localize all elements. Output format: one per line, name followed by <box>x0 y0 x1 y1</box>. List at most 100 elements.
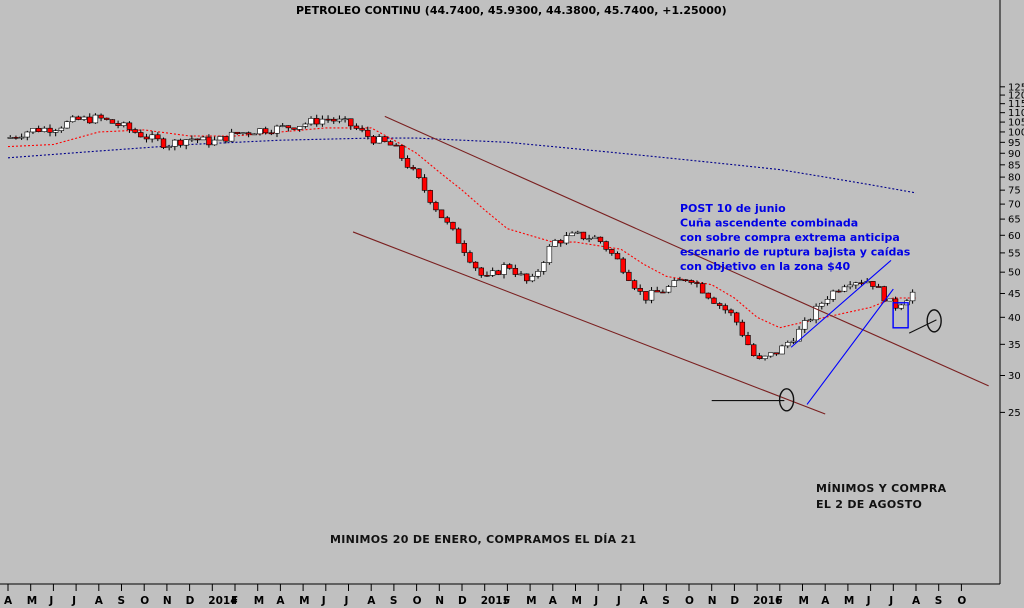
annotation-agosto-line: EL 2 DE AGOSTO <box>816 498 922 511</box>
candle-body <box>172 139 178 147</box>
x-tick-label: J <box>71 595 76 607</box>
x-tick-label: J <box>866 595 871 607</box>
candle-body <box>41 127 48 132</box>
candle-body <box>35 128 42 132</box>
candle-body <box>858 282 865 285</box>
note-line: con sobre compra extrema anticipa <box>680 231 900 244</box>
candle-body <box>166 146 172 148</box>
candle-body <box>359 128 365 131</box>
pointer-agosto-line <box>908 319 937 334</box>
candle-body <box>444 217 450 223</box>
upper-channel-line <box>384 115 989 387</box>
candle-body <box>183 139 189 146</box>
candle-body <box>64 121 70 129</box>
chart-title: PETROLEO CONTINU (44.7400, 45.9300, 44.3… <box>296 4 727 17</box>
note-line: con objetivo en la zona $40 <box>680 260 850 273</box>
ma50-line-group <box>7 127 916 329</box>
candle-body <box>348 118 354 127</box>
x-tick-label: F <box>776 595 783 607</box>
candle-body <box>563 235 570 244</box>
candle-body <box>132 129 138 133</box>
y-tick-label: 45 <box>1008 289 1021 300</box>
candle-body <box>404 158 411 168</box>
candle-body <box>830 290 836 300</box>
y-tick-label: 120 <box>1008 91 1024 102</box>
candle-body <box>597 236 604 242</box>
candle-body <box>461 242 467 253</box>
x-tick-label: J <box>48 595 53 607</box>
candle-body <box>853 282 859 286</box>
candle-body <box>257 128 263 135</box>
candle-body <box>569 232 575 237</box>
candle-body <box>898 304 904 309</box>
trendlines-group <box>352 115 989 415</box>
x-tick-label: 2016 <box>753 595 782 607</box>
x-tick-label: A <box>4 595 13 607</box>
candle-body <box>756 355 763 359</box>
candle-body <box>489 270 496 276</box>
x-tick-label: M <box>254 595 264 607</box>
x-tick-label: A <box>276 595 285 607</box>
analysis-note: POST 10 de junio Cuña ascendente combinad… <box>680 202 911 273</box>
x-tick-label: J <box>888 595 893 607</box>
candle-body <box>541 262 547 272</box>
candle-body <box>336 118 343 122</box>
candle-body <box>302 123 309 127</box>
candle-body <box>586 238 592 241</box>
candle-body <box>268 132 275 135</box>
y-tick-label: 110 <box>1008 108 1024 119</box>
candle-body <box>870 281 876 287</box>
x-tick-label: S <box>118 595 126 607</box>
ma200-line <box>7 137 917 194</box>
candle-body <box>143 136 150 140</box>
candle-body <box>206 136 212 146</box>
candle-body <box>819 302 825 307</box>
x-tick-label: J <box>616 595 621 607</box>
candle-body <box>558 240 564 244</box>
candle-body <box>909 291 916 302</box>
x-tick-label: F <box>231 595 238 607</box>
x-tick-label: J <box>593 595 598 607</box>
x-tick-label: S <box>662 595 670 607</box>
candle-body <box>370 136 377 144</box>
candle-body <box>262 128 269 134</box>
candle-body <box>58 127 65 131</box>
candle-body <box>251 133 257 136</box>
candle-body <box>240 132 246 134</box>
candle-body <box>575 231 581 234</box>
candle-body <box>796 328 802 342</box>
candle-body <box>841 286 848 292</box>
x-tick-label: O <box>413 595 422 607</box>
candle-body <box>790 340 797 343</box>
y-axis: 2530354045505560657075808590951001051101… <box>999 0 1024 584</box>
candle-body <box>149 134 155 140</box>
candle-body <box>495 270 502 275</box>
candle-body <box>217 136 223 141</box>
y-tick-label: 125 <box>1008 82 1024 93</box>
x-tick-label: D <box>186 595 195 607</box>
y-tick-label: 105 <box>1008 118 1024 129</box>
candle-body <box>416 168 422 178</box>
lower-channel-line <box>352 231 826 415</box>
candle-body <box>279 125 286 127</box>
markers-group <box>778 302 942 412</box>
candle-body <box>802 320 808 330</box>
x-tick-label: A <box>95 595 104 607</box>
note-line: Cuña ascendente combinada <box>680 217 858 230</box>
candle-body <box>353 125 360 129</box>
candle-body <box>410 167 416 170</box>
y-tick-label: 80 <box>1008 173 1021 184</box>
x-tick-label: 2015 <box>481 595 510 607</box>
candle-body <box>529 275 536 282</box>
candle-body <box>785 342 791 347</box>
candle-body <box>648 290 655 301</box>
note-line: POST 10 de junio <box>680 202 786 215</box>
candle-body <box>546 246 553 263</box>
candle-body <box>92 114 99 124</box>
x-tick-label: M <box>299 595 309 607</box>
x-tick-label: D <box>730 595 739 607</box>
candle-body <box>847 284 853 288</box>
x-tick-label: M <box>27 595 37 607</box>
